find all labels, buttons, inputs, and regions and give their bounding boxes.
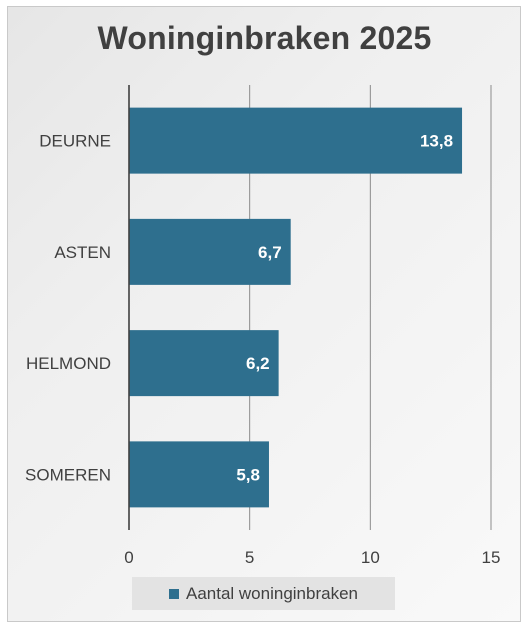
legend-label: Aantal woninginbraken	[185, 583, 358, 603]
data-label: 5,8	[236, 465, 260, 484]
y-tick-label: SOMEREN	[25, 465, 111, 484]
bar	[129, 218, 291, 285]
bar	[129, 330, 279, 397]
y-tick-label: ASTEN	[54, 243, 111, 262]
y-tick-label: HELMOND	[26, 354, 111, 373]
x-tick-label: 0	[124, 548, 133, 567]
data-label: 6,7	[258, 243, 282, 262]
chart-title: Woninginbraken 2025	[97, 20, 432, 56]
data-label: 13,8	[420, 132, 453, 151]
y-tick-label: DEURNE	[39, 132, 111, 151]
legend: Aantal woninginbraken	[132, 577, 395, 610]
bar	[129, 107, 463, 174]
x-tick-label: 15	[482, 548, 501, 567]
x-tick-label: 10	[361, 548, 380, 567]
bar	[129, 441, 269, 508]
legend-swatch	[168, 588, 179, 599]
data-label: 6,2	[246, 354, 270, 373]
x-tick-label: 5	[245, 548, 254, 567]
